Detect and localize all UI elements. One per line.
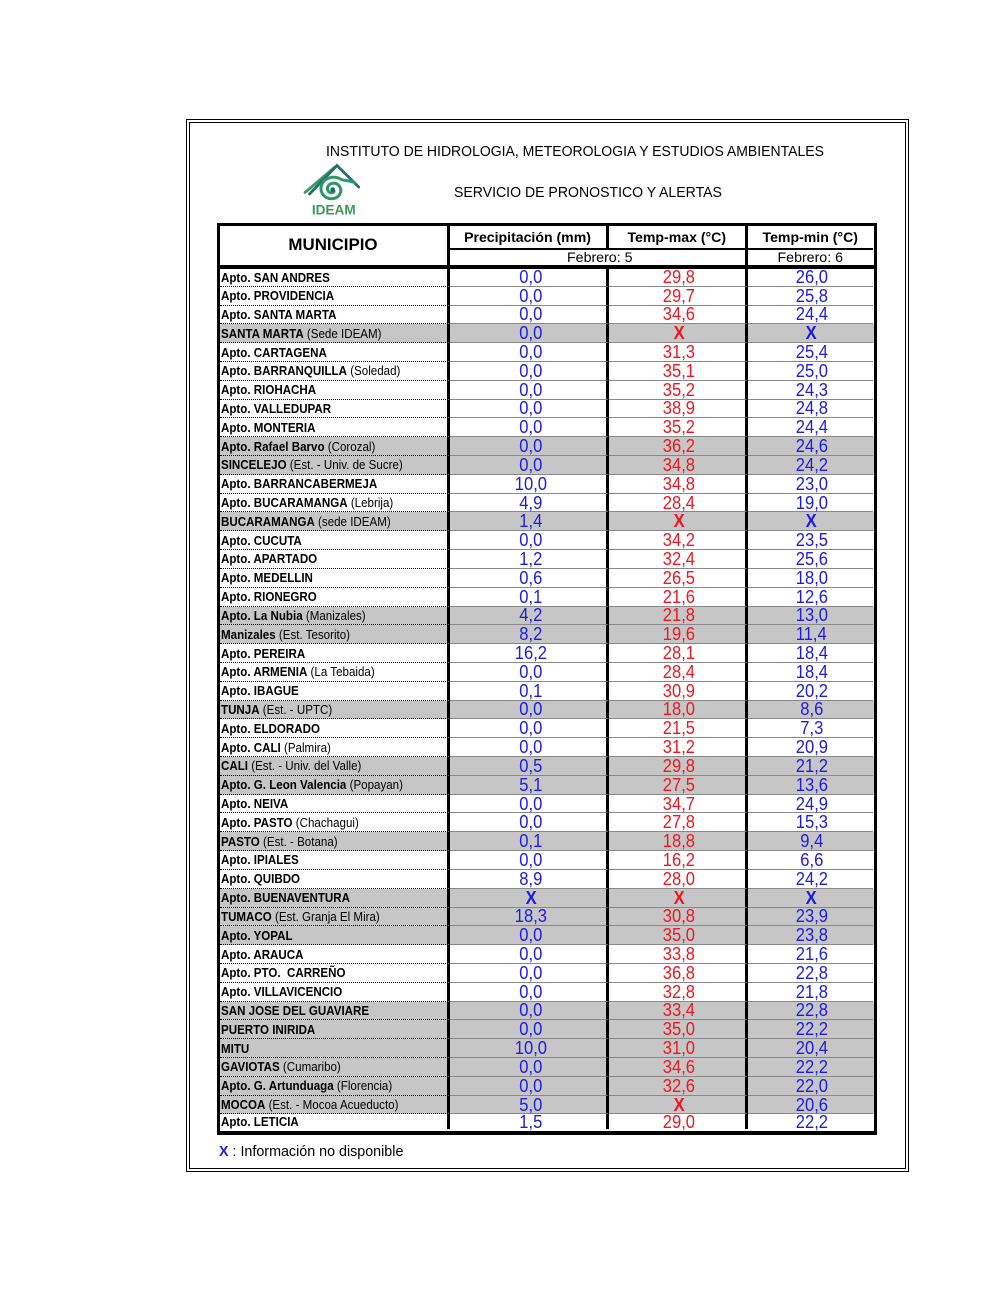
svg-text:IDEAM: IDEAM — [312, 202, 356, 217]
